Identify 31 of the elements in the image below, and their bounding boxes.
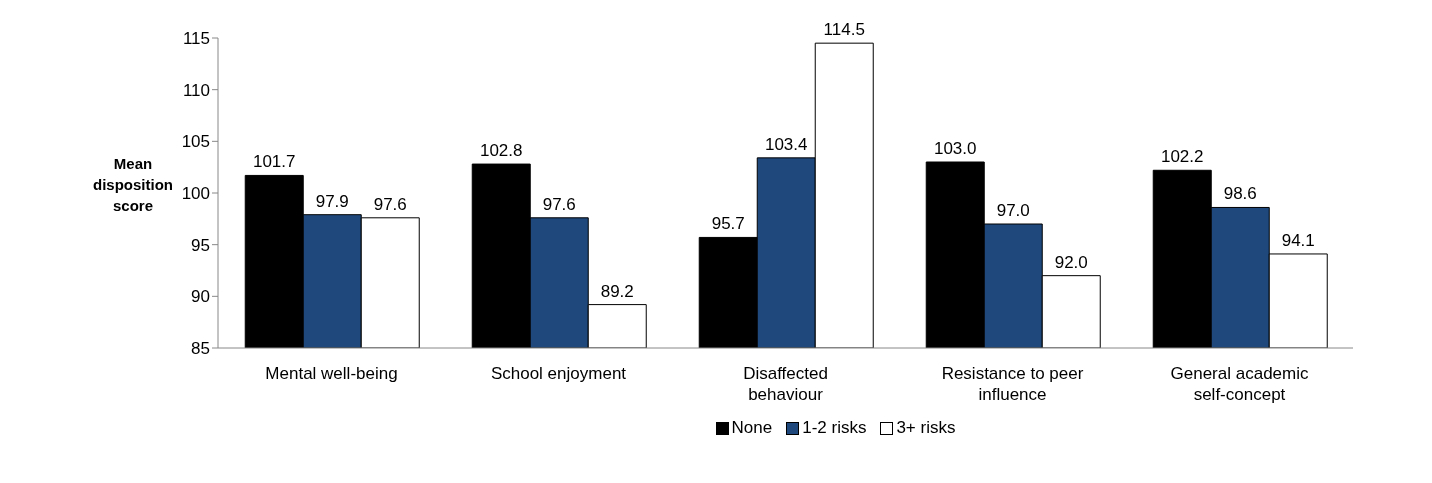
x-tick-label: Resistance to peer influence [941,364,1084,404]
x-tick-label: Mental well-being [265,364,398,384]
data-label: 97.6 [542,194,576,214]
data-label: 103.4 [764,134,808,154]
data-label: 92.0 [1054,252,1088,272]
data-label: 97.0 [996,201,1030,220]
x-tick-label: General academic self-concept [1170,364,1309,404]
data-label: 97.6 [373,194,407,214]
x-tick-label: School enjoyment [490,364,627,384]
y-tick-label: 90 [191,287,210,307]
data-label: 89.2 [600,281,634,301]
data-label: 103.0 [933,139,977,158]
y-tick-label: 105 [181,132,210,152]
y-tick-label: 85 [191,339,210,359]
legend-label: None [730,418,773,438]
data-label: 114.5 [823,20,865,40]
y-tick-label: 110 [182,80,210,100]
legend-label: 3+ risks [895,418,956,438]
legend-label: 1-2 risks [801,418,867,438]
data-label: 102.2 [1160,147,1204,167]
data-label: 94.1 [1281,230,1315,250]
data-label: 102.8 [479,141,523,161]
y-tick-label: 95 [191,235,210,255]
y-tick-label: 115 [182,29,210,49]
data-label: 97.9 [315,191,349,211]
data-label: 98.6 [1223,184,1257,204]
y-tick-label: 100 [181,184,210,204]
y-axis-title: Mean disposition score [93,155,173,214]
x-tick-label: Disaffected behaviour [743,364,828,404]
data-label: 95.7 [711,214,745,234]
data-label: 101.7 [252,152,296,172]
